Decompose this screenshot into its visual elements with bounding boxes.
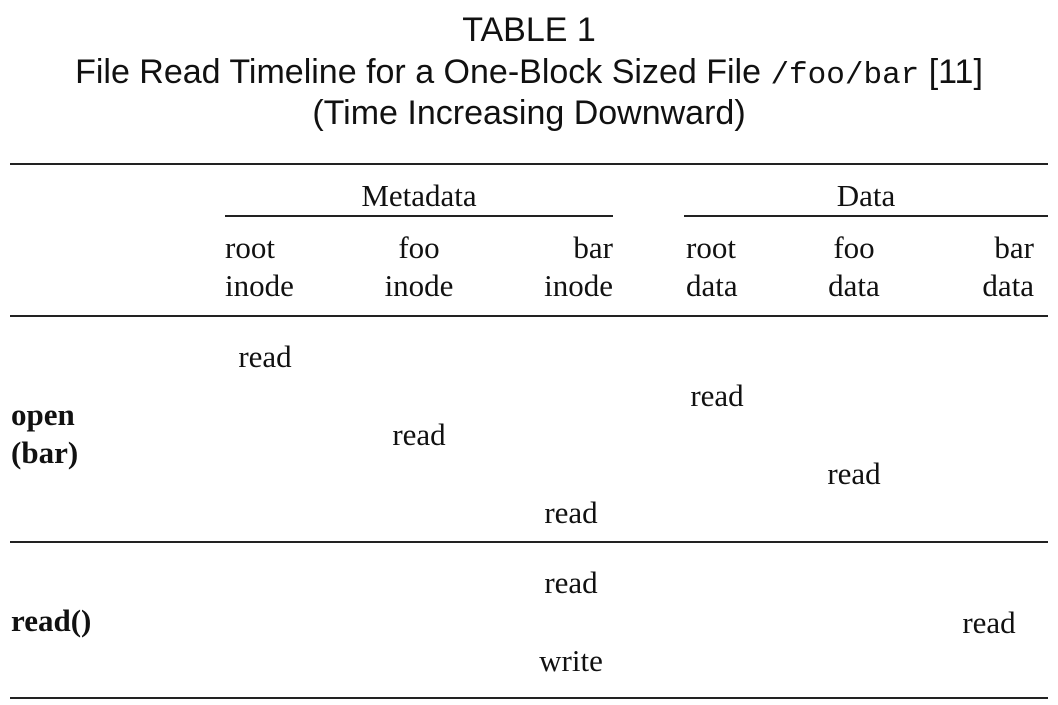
table-number: TABLE 1: [462, 11, 596, 49]
event-read: read: [827, 456, 881, 491]
col-header-root-data: root data: [686, 230, 738, 303]
table-subtitle: (Time Increasing Downward): [312, 94, 746, 132]
title-path: /foo/bar: [770, 58, 920, 93]
title-suffix: [11]: [919, 53, 983, 91]
event-read: read: [392, 417, 446, 452]
table-title: File Read Timeline for a One-Block Sized…: [0, 52, 1058, 96]
group-header-data: Data: [836, 178, 896, 213]
bottom-rule: [10, 697, 1048, 699]
col-header-root-inode: root inode: [225, 230, 294, 303]
col-header-bar-data: bar data: [982, 230, 1034, 303]
event-read: read: [690, 378, 744, 413]
row-label-read: read(): [11, 603, 92, 638]
event-read: read: [238, 339, 292, 374]
data-underline: [684, 215, 1048, 217]
col-header-bar-inode: bar inode: [544, 230, 613, 303]
metadata-underline: [225, 215, 613, 217]
title-prefix: File Read Timeline for a One-Block Sized…: [75, 53, 771, 91]
event-read: read: [544, 565, 598, 600]
event-read: read: [544, 495, 598, 530]
group-header-metadata: Metadata: [361, 178, 477, 213]
section-rule: [10, 541, 1048, 543]
row-label-open: open (bar): [11, 397, 79, 470]
event-read: read: [962, 605, 1016, 640]
top-rule: [10, 163, 1048, 165]
header-rule: [10, 315, 1048, 317]
event-write: write: [539, 643, 603, 678]
col-header-foo-inode: foo inode: [384, 230, 454, 303]
col-header-foo-data: foo data: [828, 230, 880, 303]
